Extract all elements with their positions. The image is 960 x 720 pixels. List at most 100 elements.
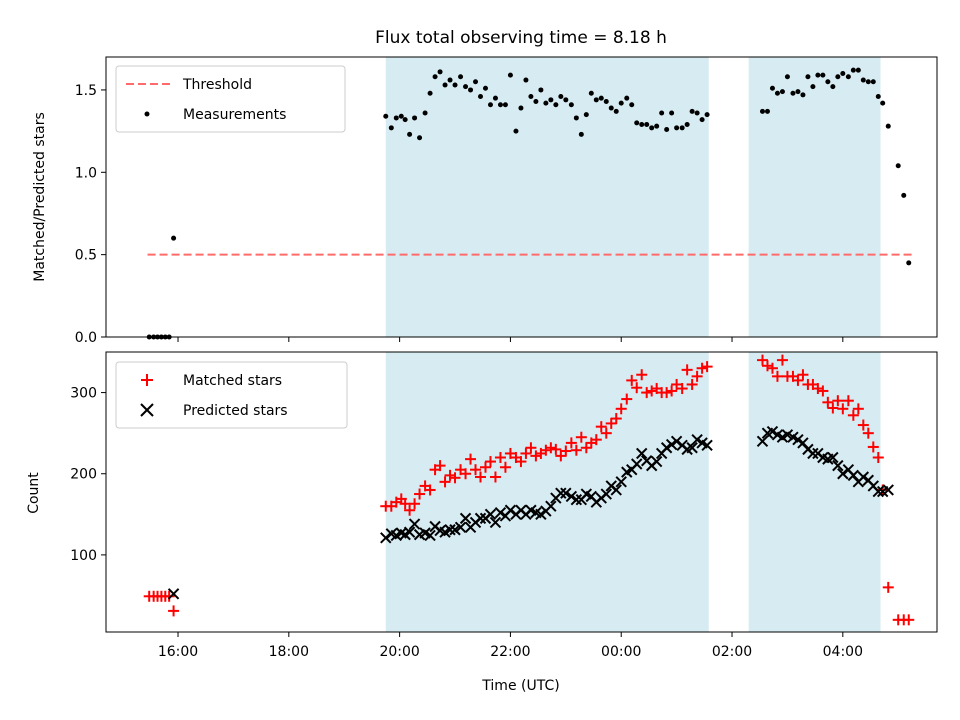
legend-predicted-swatch bbox=[140, 403, 154, 417]
legend-measurements-label: Measurements bbox=[183, 107, 286, 123]
y-tick-label: 0.0 bbox=[75, 330, 97, 346]
measurement-point bbox=[779, 89, 785, 95]
predicted-star-point bbox=[555, 487, 567, 499]
matched-star-point bbox=[475, 471, 487, 483]
matched-star-point bbox=[842, 395, 854, 407]
matched-star-point bbox=[761, 360, 773, 372]
matched-star-point bbox=[867, 441, 879, 453]
matched-star-point bbox=[575, 431, 587, 443]
measurement-point bbox=[684, 122, 690, 128]
matched-star-point bbox=[776, 354, 788, 366]
predicted-star-point bbox=[454, 521, 467, 534]
matched-star-point bbox=[424, 484, 436, 496]
measurement-point bbox=[860, 77, 866, 83]
predicted-star-point bbox=[807, 447, 819, 460]
x-tick-label: 22:00 bbox=[490, 644, 530, 660]
predicted-star-point bbox=[560, 487, 572, 499]
matched-star-point bbox=[465, 453, 477, 465]
matched-star-point bbox=[470, 464, 482, 476]
measurement-point bbox=[478, 94, 484, 100]
measurement-point bbox=[407, 131, 413, 137]
predicted-star-point bbox=[444, 524, 456, 536]
matched-star-point bbox=[444, 469, 456, 481]
measurement-point bbox=[452, 82, 458, 88]
matched-star-point bbox=[545, 442, 557, 454]
predicted-stars-points bbox=[167, 425, 894, 600]
matched-star-point bbox=[494, 452, 506, 464]
matched-star-point bbox=[666, 385, 678, 397]
measurement-point bbox=[543, 100, 549, 106]
matched-star-point bbox=[530, 450, 542, 462]
measurement-point bbox=[634, 120, 640, 126]
measurement-point bbox=[412, 115, 418, 121]
matched-star-point bbox=[797, 369, 809, 381]
predicted-star-point bbox=[837, 468, 849, 480]
matched-star-point bbox=[857, 419, 869, 431]
matched-star-point bbox=[565, 437, 577, 449]
predicted-star-point bbox=[872, 485, 884, 498]
matched-star-point bbox=[817, 385, 829, 397]
matched-star-point bbox=[626, 374, 638, 386]
measurement-point bbox=[820, 72, 826, 78]
matched-star-point bbox=[560, 445, 572, 457]
shaded-interval-1 bbox=[748, 57, 881, 337]
measurement-point bbox=[482, 85, 488, 91]
measurement-point bbox=[624, 95, 630, 101]
matched-star-point bbox=[852, 403, 864, 415]
x-tick-label: 20:00 bbox=[379, 644, 419, 660]
matched-star-point bbox=[631, 382, 643, 394]
measurement-point bbox=[528, 94, 534, 100]
matched-star-point bbox=[168, 605, 180, 617]
matched-star-point bbox=[686, 378, 698, 390]
x-axis-label: Time (UTC) bbox=[481, 678, 559, 694]
measurement-point bbox=[502, 102, 508, 108]
predicted-star-point bbox=[489, 516, 502, 529]
measurement-point bbox=[558, 94, 564, 100]
predicted-star-point bbox=[660, 442, 673, 454]
predicted-star-point bbox=[380, 532, 392, 544]
predicted-star-point bbox=[827, 451, 839, 464]
measurement-point bbox=[593, 97, 599, 103]
predicted-star-point bbox=[570, 494, 583, 506]
measurement-point bbox=[492, 95, 498, 101]
bottom-y-axis-label: Count bbox=[26, 472, 42, 514]
x-tick-label: 18:00 bbox=[269, 644, 309, 660]
predicted-star-point bbox=[665, 438, 678, 451]
measurement-point bbox=[629, 102, 635, 108]
top-x-ticks bbox=[177, 337, 844, 342]
bottom-shaded-intervals bbox=[385, 352, 881, 632]
matched-star-point bbox=[460, 468, 472, 480]
matched-star-point bbox=[605, 417, 617, 429]
measurement-point bbox=[588, 90, 594, 96]
measurement-point bbox=[895, 163, 901, 169]
predicted-star-point bbox=[484, 508, 497, 521]
measurement-point bbox=[790, 90, 796, 96]
measurement-point bbox=[388, 125, 394, 131]
measurement-point bbox=[598, 95, 604, 101]
measurement-point bbox=[548, 97, 554, 103]
matched-star-point bbox=[580, 442, 592, 454]
measurement-point bbox=[840, 70, 846, 76]
measurement-points bbox=[146, 67, 912, 340]
matched-star-point bbox=[484, 456, 496, 468]
matched-star-point bbox=[550, 443, 562, 455]
measurement-point bbox=[835, 74, 841, 80]
measurement-point bbox=[774, 90, 780, 96]
predicted-star-point bbox=[857, 471, 870, 483]
measurement-point bbox=[810, 84, 816, 90]
measurement-point bbox=[759, 108, 765, 114]
matched-star-point bbox=[434, 460, 446, 472]
matched-star-point bbox=[615, 403, 627, 415]
legend-matched-swatch bbox=[141, 374, 153, 386]
matched-star-point bbox=[489, 471, 501, 483]
shaded-interval-0 bbox=[385, 352, 709, 632]
bottom-panel-frame bbox=[105, 351, 938, 633]
matched-star-point bbox=[903, 614, 915, 626]
y-tick-label: 1.0 bbox=[75, 165, 97, 181]
matched-star-point bbox=[837, 403, 849, 415]
measurement-point bbox=[885, 123, 891, 129]
measurement-point bbox=[850, 67, 856, 73]
matched-stars-points bbox=[143, 354, 915, 626]
matched-star-point bbox=[847, 409, 859, 421]
measurement-point bbox=[487, 102, 493, 108]
